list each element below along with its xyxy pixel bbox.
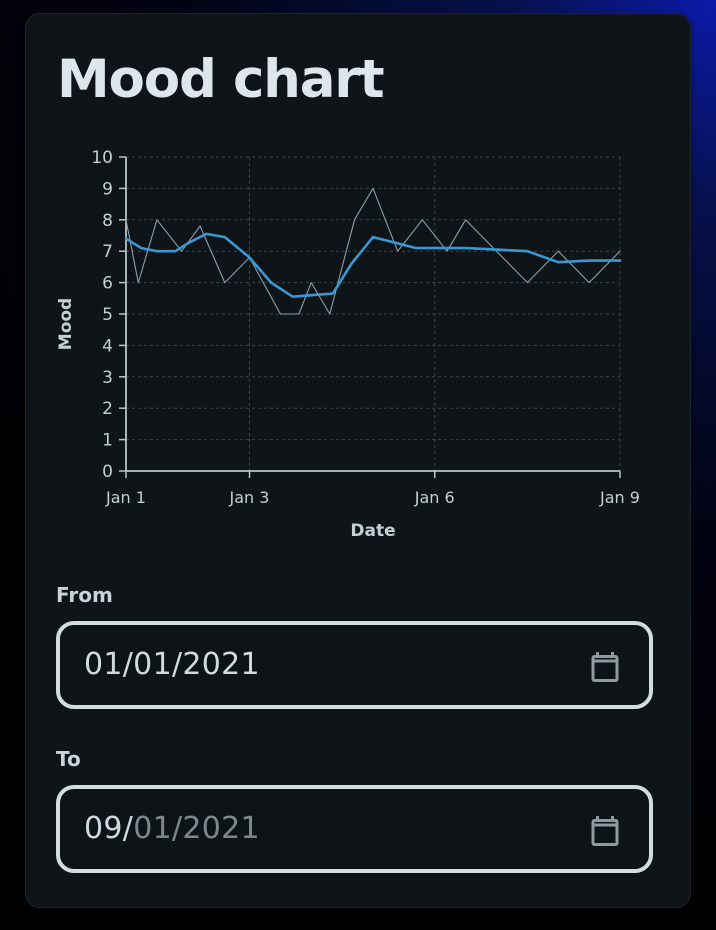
x-tick-label: Jan 6 <box>414 488 455 507</box>
x-tick-label: Jan 3 <box>229 488 270 507</box>
to-date-dimmed-part: 01/2021 <box>133 811 260 846</box>
chart-axes: 0 1 2 3 4 5 6 7 8 9 10 Jan 1 Jan 3 Jan 6 Jan 9 <box>91 148 640 507</box>
from-date-value: 01/01/2021 <box>84 647 260 682</box>
to-date-edited-part: 09/ <box>84 811 134 846</box>
y-tick-label: 2 <box>102 399 113 419</box>
mood-chart-card: Mood chart 0 1 2 3 4 5 6 7 8 9 10 Jan 1 Jan 3 Jan 6 Ja… <box>26 14 690 907</box>
y-tick-label: 6 <box>102 274 113 294</box>
to-date-input[interactable]: 09/01/2021 <box>56 785 653 873</box>
x-tick-label: Jan 9 <box>599 488 640 507</box>
y-tick-label: 0 <box>102 462 113 482</box>
mood-line-chart: 0 1 2 3 4 5 6 7 8 9 10 Jan 1 Jan 3 Jan 6 Jan 9 Date Mo… <box>56 148 640 541</box>
x-tick-label: Jan 1 <box>105 488 146 507</box>
y-tick-label: 5 <box>102 305 113 325</box>
to-label: To <box>56 747 81 771</box>
calendar-icon[interactable] <box>587 649 623 685</box>
chart-gridlines <box>126 156 621 471</box>
y-tick-label: 1 <box>102 431 113 451</box>
y-tick-label: 9 <box>102 179 113 199</box>
to-date-value: 09/01/2021 <box>84 789 260 869</box>
y-tick-label: 7 <box>102 242 113 262</box>
x-axis-label: Date <box>350 521 395 541</box>
y-tick-label: 3 <box>102 368 113 388</box>
from-label: From <box>56 583 113 607</box>
from-date-input[interactable]: 01/01/2021 <box>56 621 653 709</box>
mood-trend-line <box>124 232 622 299</box>
y-tick-label: 8 <box>102 211 113 231</box>
calendar-icon[interactable] <box>587 813 623 849</box>
y-tick-label: 10 <box>91 148 113 168</box>
card-title: Mood chart <box>57 49 385 110</box>
y-axis-label: Mood <box>56 298 76 350</box>
chart-series <box>124 187 622 315</box>
mood-raw-line <box>125 187 621 315</box>
y-tick-label: 4 <box>102 336 113 356</box>
